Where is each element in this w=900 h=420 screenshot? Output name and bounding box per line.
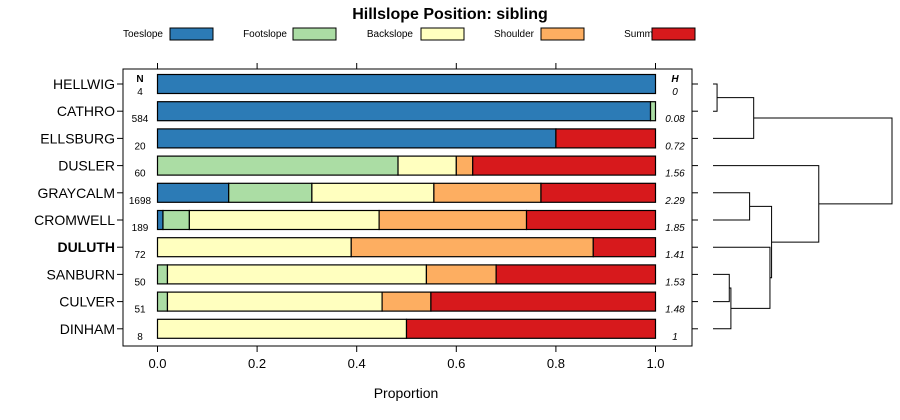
bar-segment: [425, 264, 497, 285]
n-value-label: 51: [134, 305, 146, 316]
bar-segment: [188, 209, 380, 231]
dendrogram-link: [713, 246, 771, 309]
x-tick-label: 0.4: [348, 356, 366, 371]
dendrogram-link: [713, 273, 730, 303]
n-value-label: 189: [132, 223, 149, 234]
legend: Toeslope Footslope Backslope Shoulder Summit: [123, 27, 696, 41]
legend-label: Backslope: [367, 29, 414, 40]
h-value-label: 2.29: [664, 196, 685, 207]
legend-label: Footslope: [243, 29, 287, 40]
x-tick-label: 0.6: [447, 356, 465, 371]
h-column-header: H: [671, 74, 679, 85]
y-category-label: GRAYCALM: [37, 185, 115, 201]
legend-swatch: [292, 27, 337, 41]
legend-label: Shoulder: [494, 29, 535, 40]
legend-swatch: [540, 27, 585, 41]
bar-segment: [311, 182, 435, 203]
bar-segment: [350, 237, 594, 258]
h-value-label: 1.85: [665, 223, 685, 234]
h-value-label: 0.08: [665, 114, 685, 125]
bar-segment: [649, 101, 657, 122]
legend-swatch: [420, 27, 465, 41]
legend-label: Toeslope: [123, 29, 163, 40]
dendrogram-link: [753, 117, 893, 205]
n-value-label: 8: [137, 332, 143, 343]
n-column-header: N: [136, 74, 143, 85]
bar-segment: [156, 264, 169, 285]
n-value-label: 20: [134, 141, 146, 152]
bar-segment: [592, 237, 657, 258]
dendrogram-link: [749, 205, 773, 279]
y-category-label: DINHAM: [60, 321, 115, 337]
y-category-label: CATHRO: [57, 103, 115, 119]
bar-segment: [381, 291, 432, 312]
dendrogram-link: [713, 165, 820, 243]
plot-frame: [122, 68, 693, 347]
h-value-label: 1.56: [665, 169, 685, 180]
x-tick-label: 1.0: [646, 356, 664, 371]
bar-segment: [397, 155, 457, 176]
x-tick-label: 0.0: [148, 356, 166, 371]
h-value-label: 0: [672, 87, 678, 98]
bar-segment: [156, 209, 164, 231]
n-value-label: 1698: [129, 196, 152, 207]
bar-segment: [156, 101, 652, 122]
y-category-label: CULVER: [59, 294, 115, 310]
y-category-label: SANBURN: [47, 266, 115, 282]
bar-segment: [525, 209, 657, 231]
y-category-label: CROMWELL: [34, 212, 115, 228]
x-tick-label: 0.2: [248, 356, 266, 371]
legend-swatch: [169, 27, 214, 41]
dendrogram-link: [713, 97, 755, 139]
bar-segment: [378, 209, 528, 231]
n-value-label: 50: [134, 277, 146, 288]
bar-segment: [555, 128, 657, 149]
bar-segment: [228, 182, 313, 203]
bar-segment: [156, 155, 399, 176]
h-value-label: 1.53: [665, 277, 685, 288]
bar-segment: [455, 155, 474, 176]
legend-label: Summit: [624, 29, 658, 40]
bar-segment: [540, 182, 657, 203]
bar-segment: [156, 291, 169, 312]
h-value-label: 1: [672, 332, 678, 343]
legend-swatch: [651, 27, 696, 41]
n-value-label: 584: [132, 114, 149, 125]
h-value-label: 0.72: [665, 141, 685, 152]
chart-title: Hillslope Position: sibling: [352, 6, 548, 23]
bar-segment: [166, 264, 428, 285]
dendrogram-link: [713, 192, 751, 221]
bar-segment: [166, 291, 383, 312]
dendrogram-link: [713, 83, 718, 112]
n-value-label: 4: [137, 87, 143, 98]
dendrogram-link: [713, 287, 732, 330]
bar-segment: [162, 209, 190, 231]
y-category-label: ELLSBURG: [40, 130, 115, 146]
y-category-label: DUSLER: [58, 158, 115, 174]
y-category-label: DULUTH: [57, 239, 115, 255]
y-category-label: HELLWIG: [53, 76, 115, 92]
bar-segment: [405, 318, 657, 339]
bar-segment: [156, 128, 557, 149]
x-tick-label: 0.8: [547, 356, 565, 371]
plot-area: 0.0 0.2 0.4 0.6 0.8 1.0 N H HELLWIG 4 0 CATHRO 584 0.…: [34, 63, 698, 371]
h-value-label: 1.41: [665, 250, 684, 261]
x-axis-title: Proportion: [374, 385, 439, 401]
bar-segment: [472, 155, 657, 176]
dendrogram: [713, 83, 893, 330]
n-value-label: 60: [134, 169, 146, 180]
bar-segment: [156, 237, 352, 258]
h-value-label: 1.48: [665, 305, 685, 316]
n-value-label: 72: [134, 250, 146, 261]
bar-segment: [156, 73, 657, 95]
bar-segment: [430, 291, 657, 312]
bar-segment: [156, 318, 408, 339]
bar-segment: [433, 182, 542, 203]
bar-segment: [495, 264, 657, 285]
bar-segment: [156, 182, 230, 203]
